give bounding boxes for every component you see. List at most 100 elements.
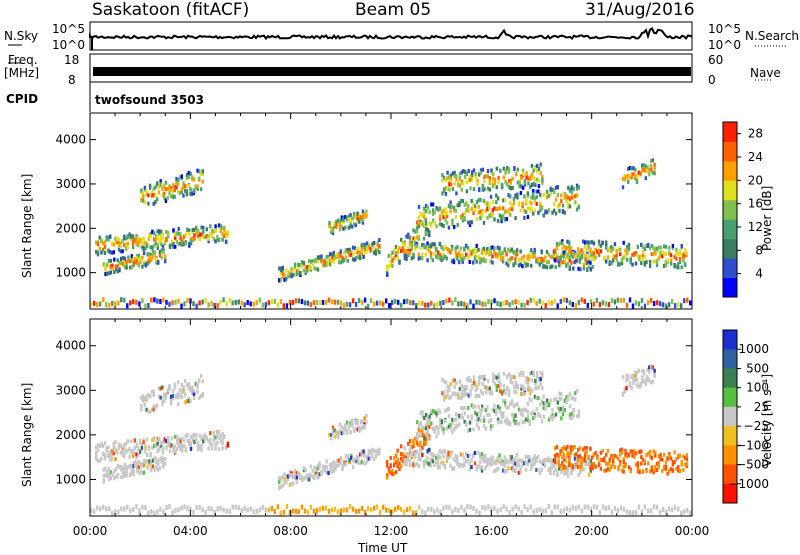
near-range-cell [553, 298, 556, 304]
echo-cell [503, 460, 506, 464]
echo-cell [516, 402, 519, 406]
echo-cell [339, 249, 342, 254]
near-range-cell [273, 298, 276, 304]
echo-cell [153, 443, 156, 448]
echo-cell [575, 254, 578, 259]
near-range-cell [288, 299, 292, 305]
near-range-cell [532, 509, 535, 515]
echo-cell [451, 187, 455, 192]
near-range-cell [598, 302, 602, 308]
echo-cell [137, 465, 141, 469]
echo-cell [502, 383, 505, 388]
echo-cell [438, 449, 442, 453]
echo-cell [401, 246, 405, 251]
echo-cell [105, 448, 108, 453]
echo-cell [533, 250, 536, 254]
near-range-cell [198, 504, 201, 510]
echo-cell [556, 204, 559, 209]
echo-cell [148, 459, 151, 464]
echo-cell [653, 166, 656, 171]
near-range-cell [240, 508, 243, 513]
echo-cell [145, 189, 148, 194]
echo-cell [415, 235, 419, 240]
echo-cell [507, 388, 511, 393]
echo-cell [354, 214, 357, 219]
echo-cell [515, 460, 519, 464]
echo-cell [615, 454, 618, 459]
near-range-cell [487, 504, 490, 510]
echo-cell [121, 469, 125, 474]
echo-cell [631, 449, 634, 454]
echo-cell [469, 378, 472, 383]
near-range-cell [240, 300, 243, 306]
near-range-cell [439, 300, 442, 306]
near-range-cell [559, 509, 562, 514]
echo-cell [480, 250, 484, 255]
echo-cell [500, 182, 504, 187]
echo-cell [473, 451, 477, 455]
echo-cell [501, 259, 505, 264]
echo-cell [628, 176, 632, 180]
near-range-cell [520, 509, 523, 515]
echo-cell [675, 264, 678, 269]
echo-cell [355, 455, 358, 460]
echo-cell [449, 423, 452, 427]
echo-cell [579, 255, 582, 260]
echo-cell [408, 448, 412, 453]
echo-cell [539, 192, 542, 197]
echo-cell [585, 240, 588, 245]
near-range-cell [433, 303, 436, 309]
echo-cell [147, 236, 151, 241]
echo-cell [449, 454, 452, 458]
echo-cell [423, 416, 426, 421]
echo-cell [493, 408, 496, 413]
echo-cell [589, 253, 593, 258]
echo-cell [496, 417, 500, 422]
velocity-colorbar-tick-label: 500 [746, 361, 769, 375]
echo-cell [499, 168, 502, 173]
echo-cell [629, 449, 632, 454]
echo-cell [494, 468, 498, 473]
near-range-cell [448, 297, 451, 303]
echo-cell [597, 239, 601, 244]
echo-cell [378, 451, 381, 456]
echo-cell [583, 454, 587, 459]
echo-cell [472, 202, 475, 207]
echo-cell [463, 411, 466, 416]
echo-cell [547, 252, 550, 257]
echo-cell [492, 379, 495, 384]
echo-cell [336, 253, 339, 258]
echo-cell [641, 469, 645, 474]
echo-cell [123, 466, 126, 471]
echo-cell [104, 272, 107, 277]
near-range-cell [634, 510, 638, 515]
echo-cell [442, 379, 446, 384]
near-range-cell [652, 504, 656, 510]
echo-cell [493, 181, 497, 186]
echo-cell [521, 458, 524, 463]
echo-cell [471, 173, 474, 178]
echo-cell [648, 369, 651, 374]
echo-cell [189, 187, 192, 192]
echo-cell [489, 213, 493, 218]
echo-cell [438, 253, 442, 257]
echo-cell [458, 379, 462, 384]
echo-cell [203, 235, 207, 240]
echo-cell [148, 254, 151, 259]
echo-cell [107, 452, 110, 457]
echo-cell [212, 430, 216, 435]
echo-cell [438, 241, 442, 246]
echo-cell [394, 460, 398, 465]
echo-cell [565, 196, 568, 200]
echo-cell [464, 175, 467, 179]
near-range-cell [418, 504, 421, 510]
echo-cell [200, 225, 203, 230]
near-range-cell [174, 299, 177, 305]
echo-cell [132, 468, 135, 473]
echo-cell [637, 368, 640, 373]
echo-cell [179, 236, 182, 241]
echo-cell [565, 263, 568, 268]
echo-cell [134, 462, 137, 467]
echo-cell [141, 264, 144, 269]
near-range-cell [667, 506, 671, 512]
